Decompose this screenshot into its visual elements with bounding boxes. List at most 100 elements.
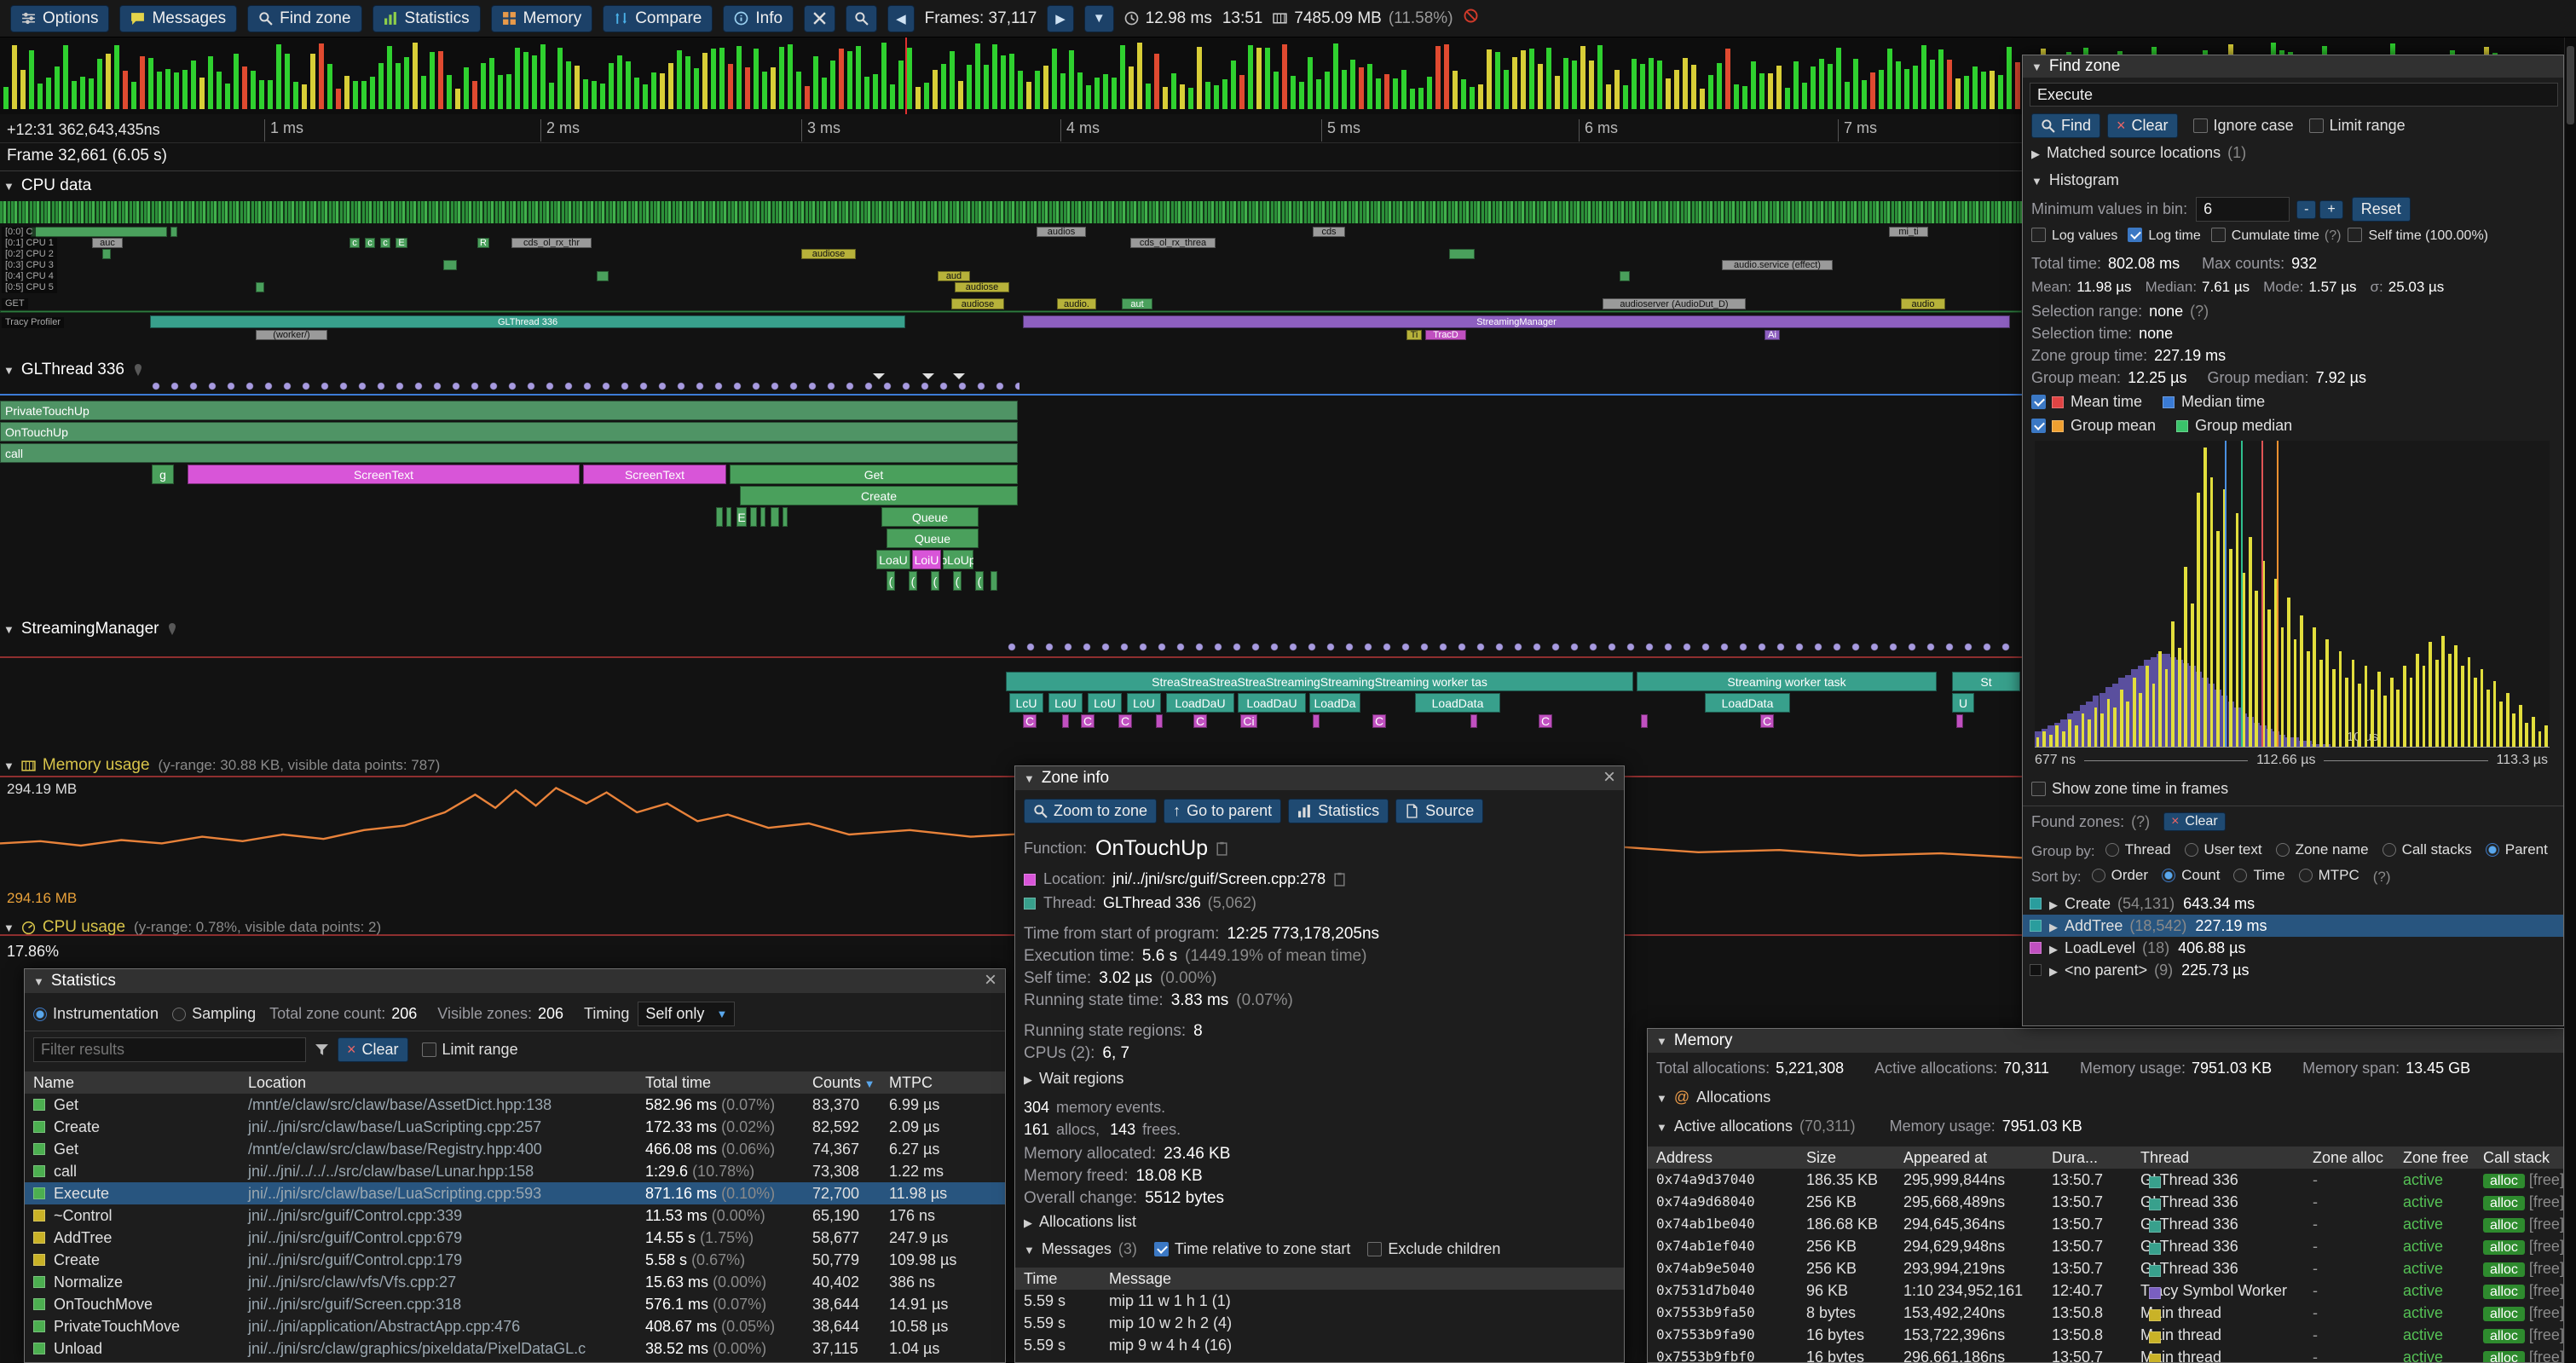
zone-chip[interactable]: C <box>1539 714 1552 728</box>
messages-button[interactable]: Messages <box>119 5 237 32</box>
cpu-zone-chip[interactable]: audioserver (AudioDut_D) <box>1603 298 1746 309</box>
cpu-zone-chip[interactable]: audio. <box>1057 298 1096 309</box>
ignore-case-checkbox[interactable]: Ignore case <box>2193 117 2294 135</box>
scrollbar-thumb[interactable] <box>2567 46 2574 124</box>
found-zone-group[interactable]: AddTree (18,542) 227.19 ms <box>2023 915 2563 937</box>
instrumentation-radio[interactable]: Instrumentation <box>33 1005 159 1023</box>
prev-frame-button[interactable] <box>887 5 915 32</box>
statistics-row[interactable]: AddTree jni/../jni/src/guif/Control.cpp:… <box>25 1227 1005 1249</box>
find-zone-query-input[interactable] <box>2030 83 2558 107</box>
show-zone-time-checkbox[interactable]: Show zone time in frames <box>2031 780 2228 798</box>
allocation-row[interactable]: 0x74ab1be040 186.68 KB 294,645,364ns 13:… <box>1648 1213 2563 1235</box>
marker-triangle[interactable] <box>922 373 934 379</box>
zone-chip[interactable]: C <box>1081 714 1095 728</box>
alloc-callstack-button[interactable]: alloc <box>2483 1240 2525 1255</box>
info-button[interactable]: Info <box>723 5 794 32</box>
location-value[interactable]: jni/../jni/src/guif/Screen.cpp:278 <box>1112 870 1326 888</box>
column-header[interactable]: Size <box>1806 1149 1836 1167</box>
group-by-option[interactable]: Parent <box>2486 841 2548 858</box>
next-frame-button[interactable] <box>1084 5 1114 32</box>
zone-chip[interactable] <box>716 507 723 527</box>
zone-chip[interactable]: C <box>1760 714 1774 728</box>
allocation-row[interactable]: 0x74ab1ef040 256 KB 294,629,948ns 13:50.… <box>1648 1235 2563 1257</box>
alloc-callstack-button[interactable]: alloc <box>2483 1262 2525 1277</box>
find-zone-button[interactable]: Find zone <box>247 5 361 32</box>
checkbox-icon[interactable] <box>2031 419 2046 433</box>
sort-by-option[interactable]: Order <box>2092 867 2148 884</box>
zone-chip[interactable] <box>1956 714 1963 728</box>
allocation-row[interactable]: 0x7531d7b040 96 KB 1:10 234,952,161 12:4… <box>1648 1279 2563 1302</box>
zone-chip[interactable]: Streaming worker task <box>1637 672 1937 691</box>
zone-chip[interactable] <box>726 507 731 527</box>
zone-chip[interactable]: LoiU <box>912 550 941 569</box>
zone-chip[interactable] <box>783 507 788 527</box>
zone-chip[interactable] <box>1156 714 1163 728</box>
zone-chip[interactable]: LoaU <box>876 550 910 569</box>
zone-chip[interactable]: call <box>0 443 1018 463</box>
statistics-row[interactable]: Create jni/../jni/src/claw/base/LuaScrip… <box>25 1116 1005 1138</box>
zone-chip[interactable]: StreaStreaStreaStreaStreamingStreamingSt… <box>1006 672 1633 691</box>
cpu-zone-chip[interactable] <box>170 227 177 237</box>
allocation-row[interactable]: 0x7553b9fa90 16 bytes 153,722,396ns 13:5… <box>1648 1324 2563 1346</box>
histogram-plot[interactable]: 1 µs 10 µs <box>2035 441 2550 748</box>
cpu-zone-chip[interactable]: E <box>396 238 407 248</box>
zone-chip[interactable] <box>1313 714 1320 728</box>
column-header[interactable]: Message <box>1109 1270 1171 1288</box>
found-zone-group[interactable]: Create (54,131) 643.34 ms <box>2023 892 2563 915</box>
time-ruler[interactable]: +12:31 362,643,435ns 1 ms2 ms3 ms4 ms5 m… <box>0 118 2022 143</box>
column-header[interactable]: Zone alloc <box>2313 1149 2383 1167</box>
cumulate-time-checkbox[interactable]: Cumulate time <box>2211 228 2319 244</box>
close-icon[interactable] <box>985 972 996 991</box>
statistics-button[interactable]: Statistics <box>373 5 481 32</box>
message-dots-row[interactable] <box>1006 641 2012 653</box>
statistics-row[interactable]: Get /mnt/e/claw/src/claw/base/AssetDict.… <box>25 1094 1005 1116</box>
zone-chip[interactable]: LoadDaU <box>1238 693 1306 713</box>
zone-chip[interactable]: Ci <box>1240 714 1257 728</box>
zone-chip[interactable]: OnTouchUp <box>0 422 1018 442</box>
allocation-address[interactable]: 0x74a9d68040 <box>1656 1193 1755 1210</box>
zone-chip[interactable]: Get <box>730 465 1018 484</box>
statistics-row[interactable]: Normalize jni/../jni/src/claw/vfs/Vfs.cp… <box>25 1271 1005 1293</box>
alloc-callstack-button[interactable]: alloc <box>2483 1329 2525 1343</box>
clear-found-zones-button[interactable]: ×Clear <box>2163 812 2226 831</box>
filter-input[interactable] <box>33 1037 306 1062</box>
zone-chip[interactable]: ScreenText <box>188 465 580 484</box>
statistics-table-header[interactable]: NameLocationTotal timeCountsMTPC <box>25 1071 1005 1094</box>
sort-by-option[interactable]: MTPC <box>2299 867 2359 884</box>
group-by-option[interactable]: Thread <box>2105 841 2171 858</box>
zone-chip[interactable]: Queue <box>887 528 979 548</box>
message-row[interactable]: 5.59 s mip 10 w 2 h 2 (4) <box>1015 1312 1624 1334</box>
sampling-radio[interactable]: Sampling <box>172 1005 256 1023</box>
clipboard-icon[interactable] <box>1215 841 1229 856</box>
allocations-list-row[interactable]: Allocations list <box>1024 1213 1136 1231</box>
exclude-children-checkbox[interactable]: Exclude children <box>1367 1240 1500 1258</box>
cpu-zone-chip[interactable]: auc <box>92 238 123 248</box>
cpu-zone-chip[interactable]: R <box>477 238 489 248</box>
allocation-address[interactable]: 0x74a9d37040 <box>1656 1171 1755 1187</box>
zoom-to-zone-button[interactable]: Zoom to zone <box>1024 799 1157 823</box>
zone-chip[interactable]: C <box>1118 714 1132 728</box>
zone-chip[interactable]: ( <box>975 571 984 591</box>
column-header[interactable]: MTPC <box>889 1074 933 1092</box>
zone-chip[interactable]: LoadData <box>1705 693 1790 713</box>
column-header[interactable]: Dura... <box>2052 1149 2098 1167</box>
limit-range-checkbox[interactable]: Limit range <box>422 1041 518 1059</box>
zone-chip[interactable]: Create <box>740 486 1018 505</box>
memory-titlebar[interactable]: Memory <box>1648 1029 2563 1053</box>
zone-chip[interactable]: LoadDaU <box>1166 693 1234 713</box>
cpu-zone-chip[interactable]: (worker/) <box>256 330 327 340</box>
statistics-titlebar[interactable]: Statistics <box>25 969 1005 993</box>
allocation-row[interactable]: 0x74ab9e5040 256 KB 293,994,219ns 13:50.… <box>1648 1257 2563 1279</box>
allocation-address[interactable]: 0x7531d7b040 <box>1656 1282 1755 1298</box>
clear-button[interactable]: ×Clear <box>2107 113 2178 138</box>
funnel-icon[interactable] <box>315 1042 329 1057</box>
zone-chip[interactable]: LoU <box>1127 693 1161 713</box>
timing-select[interactable]: Self only▼ <box>638 1002 735 1026</box>
alloc-callstack-button[interactable]: alloc <box>2483 1174 2525 1188</box>
column-header[interactable]: Counts <box>812 1074 875 1092</box>
cpu-usage-header[interactable]: CPU usage(y-range: 0.78%, visible data p… <box>3 917 381 938</box>
zone-chip[interactable]: LoadDa <box>1309 693 1360 713</box>
zone-chip[interactable]: C <box>1023 714 1037 728</box>
zoom-tool-button[interactable] <box>846 5 877 32</box>
statistics-row[interactable]: PrivateTouchMove jni/../jni/application/… <box>25 1315 1005 1337</box>
